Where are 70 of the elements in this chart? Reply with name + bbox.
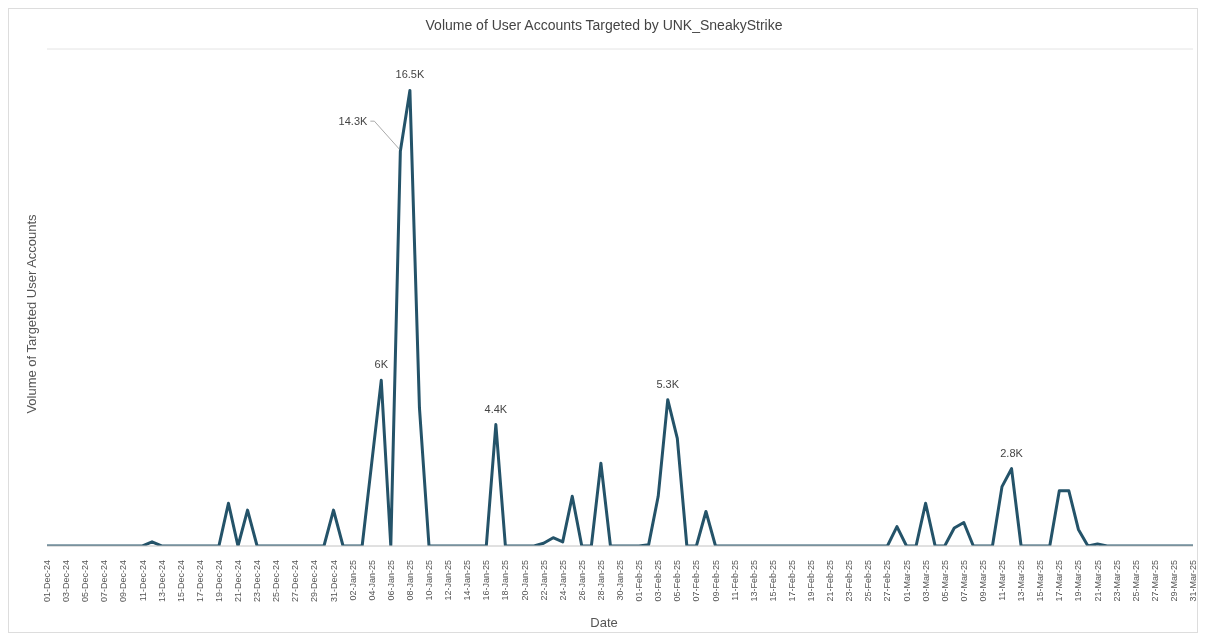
- x-tick-label: 15-Feb-25: [767, 560, 778, 602]
- x-tick-label: 10-Jan-25: [424, 560, 434, 601]
- x-tick-label: 17-Dec-24: [194, 560, 205, 603]
- x-tick-label: 20-Jan-25: [519, 560, 530, 601]
- x-tick-label: 22-Jan-25: [538, 560, 549, 601]
- x-tick-label: 27-Mar-25: [1149, 560, 1160, 602]
- x-tick-label: 19-Feb-25: [806, 560, 816, 602]
- data-label: 4.4K: [484, 402, 508, 415]
- data-label: 16.5K: [395, 68, 425, 81]
- x-tick-label: 14-Jan-25: [462, 560, 473, 601]
- x-tick-label: 11-Mar-25: [997, 560, 1007, 601]
- y-axis-title: Volume of Targeted User Accounts: [23, 214, 39, 414]
- x-tick-label: 13-Mar-25: [1016, 560, 1027, 602]
- x-tick-label: 16-Jan-25: [481, 560, 492, 601]
- x-axis-title: Date: [589, 615, 619, 630]
- x-tick-label: 07-Feb-25: [691, 560, 702, 602]
- x-tick-label: 19-Dec-24: [213, 560, 224, 603]
- x-tick-label: 25-Mar-25: [1130, 560, 1141, 602]
- x-tick-label: 23-Dec-24: [252, 560, 263, 603]
- x-tick-label: 09-Mar-25: [977, 560, 988, 602]
- x-tick-label: 06-Jan-25: [385, 560, 396, 601]
- x-tick-label: 11-Dec-24: [137, 560, 148, 602]
- data-label: 5.3K: [656, 377, 680, 390]
- x-tick-label: 17-Feb-25: [786, 560, 797, 602]
- x-tick-label: 01-Feb-25: [634, 560, 645, 602]
- x-tick-label: 21-Mar-25: [1092, 560, 1103, 602]
- x-tick-label: 26-Jan-25: [576, 560, 587, 601]
- x-tick-label: 31-Dec-24: [328, 560, 339, 603]
- x-tick-label: 08-Jan-25: [404, 560, 415, 601]
- x-tick-label: 25-Dec-24: [271, 560, 282, 603]
- x-tick-label: 31-Mar-25: [1188, 560, 1198, 602]
- x-tick-label: 09-Dec-24: [118, 560, 129, 603]
- data-label: 2.8K: [1000, 446, 1024, 459]
- x-tick-label: 15-Mar-25: [1035, 560, 1046, 602]
- x-tick-label: 29-Mar-25: [1168, 560, 1179, 602]
- data-label: 14.3K: [338, 115, 369, 128]
- x-tick-label: 21-Feb-25: [825, 560, 836, 602]
- x-tick-label: 02-Jan-25: [347, 560, 358, 601]
- x-tick-label: 12-Jan-25: [443, 560, 454, 601]
- x-tick-label: 04-Jan-25: [366, 560, 377, 601]
- x-tick-label: 18-Jan-25: [500, 560, 511, 601]
- x-tick-label: 27-Dec-24: [290, 560, 301, 603]
- x-tick-label: 27-Feb-25: [882, 560, 893, 602]
- x-tick-label: 13-Dec-24: [156, 560, 167, 603]
- chart-title: Volume of User Accounts Targeted by UNK_SneakyStrike: [424, 17, 784, 33]
- x-tick-label: 01-Mar-25: [901, 560, 912, 602]
- x-tick-label: 24-Jan-25: [557, 560, 568, 601]
- x-tick-label: 07-Mar-25: [958, 560, 969, 602]
- x-tick-label: 03-Dec-24: [61, 560, 72, 603]
- x-tick-label: 05-Feb-25: [672, 560, 683, 602]
- x-tick-label: 29-Dec-24: [309, 560, 320, 603]
- x-tick-label: 21-Dec-24: [233, 560, 243, 603]
- x-tick-label: 13-Feb-25: [748, 560, 759, 602]
- x-tick-label: 11-Feb-25: [729, 560, 740, 601]
- x-tick-label: 01-Dec-24: [42, 560, 52, 603]
- x-tick-label: 09-Feb-25: [710, 560, 721, 602]
- x-tick-label: 25-Feb-25: [863, 560, 874, 602]
- x-tick-label: 03-Mar-25: [920, 560, 931, 602]
- x-tick-label: 07-Dec-24: [99, 560, 110, 603]
- x-tick-label: 23-Feb-25: [844, 560, 855, 602]
- x-tick-label: 15-Dec-24: [175, 560, 186, 603]
- x-tick-label: 28-Jan-25: [595, 560, 606, 601]
- x-tick-label: 23-Mar-25: [1111, 560, 1122, 602]
- x-tick-label: 17-Mar-25: [1054, 560, 1065, 602]
- x-tick-label: 03-Feb-25: [653, 560, 664, 602]
- x-tick-label: 05-Mar-25: [939, 560, 950, 602]
- x-tick-label: 19-Mar-25: [1073, 560, 1084, 602]
- x-tick-label: 30-Jan-25: [615, 560, 625, 601]
- data-label: 6K: [374, 358, 389, 371]
- x-tick-label: 05-Dec-24: [80, 560, 91, 603]
